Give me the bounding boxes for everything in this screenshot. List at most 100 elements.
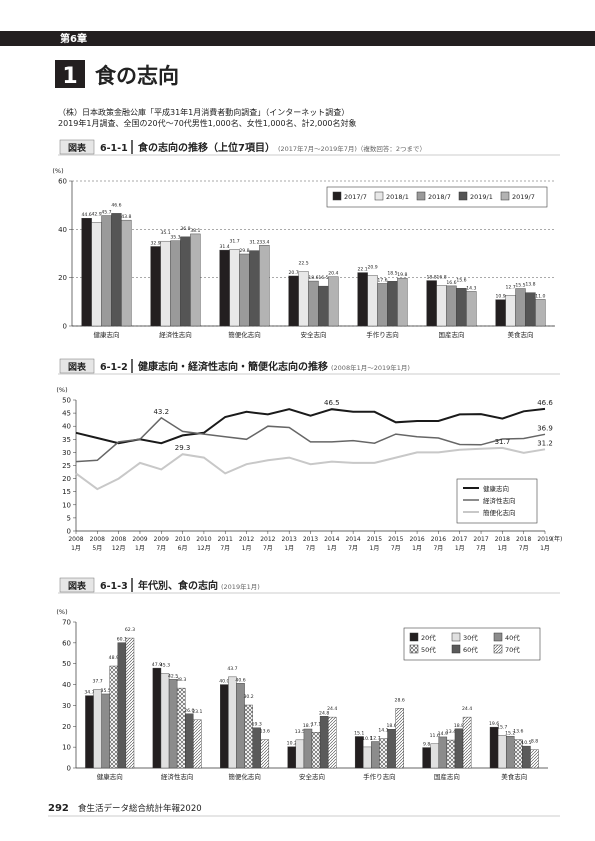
x-tick-year: 2018 <box>516 536 531 543</box>
value-label: 34.7 <box>84 690 94 696</box>
bar <box>357 272 368 327</box>
figure-subtitle: (2019年1月) <box>221 582 260 591</box>
value-label: 29.8 <box>239 248 249 254</box>
value-label: 26.0 <box>184 708 194 714</box>
y-tick-label: 0 <box>67 765 71 773</box>
section-title: 食の志向 <box>95 64 179 88</box>
legend-label: 70代 <box>505 645 520 654</box>
x-tick-label: 美食志向 <box>501 772 527 781</box>
bar <box>456 288 467 327</box>
figure-title: 食の志向の推移（上位7項目） <box>137 141 275 154</box>
legend-label: 50代 <box>421 645 436 654</box>
bar <box>308 280 319 327</box>
value-label: 19.3 <box>252 722 262 728</box>
value-label: 43.7 <box>227 666 237 672</box>
bar <box>379 738 388 769</box>
figure-label: 図表 <box>68 142 87 154</box>
bar <box>190 233 201 327</box>
x-tick-label: 手作り志向 <box>366 330 399 339</box>
bar <box>249 250 260 327</box>
bar <box>303 728 313 769</box>
bar <box>259 245 270 327</box>
value-label: 14.3 <box>466 285 476 291</box>
x-tick-year: 2016 <box>431 536 446 543</box>
value-label: 14.9 <box>438 731 448 737</box>
value-label: 36.9 <box>180 226 190 232</box>
bar <box>125 637 135 769</box>
legend-label: 30代 <box>463 633 478 642</box>
bar <box>387 281 398 327</box>
bar <box>193 719 202 769</box>
y-tick-label: 0 <box>67 528 71 536</box>
bar <box>101 215 112 327</box>
x-tick-label: 美食志向 <box>508 330 534 339</box>
source-line: （株）日本政策金融公庫「平成31年1月消費者動向調査」（インターネット調査） <box>58 107 349 117</box>
x-tick-month: 7月 <box>476 545 486 552</box>
figure-title: 年代別、食の志向 <box>138 579 218 592</box>
x-tick-month: 6月 <box>178 545 188 552</box>
bar <box>111 213 122 327</box>
bar <box>522 745 531 769</box>
bar <box>219 249 230 327</box>
value-label: 15.6 <box>456 277 466 283</box>
x-tick-month: 7月 <box>156 545 166 552</box>
value-label: 9.8 <box>423 742 430 748</box>
x-tick-month: 12月 <box>112 545 126 552</box>
value-label: 38.1 <box>190 228 200 234</box>
x-tick-month: 7月 <box>263 545 273 552</box>
y-tick-label: 50 <box>62 660 71 668</box>
bar <box>397 277 408 327</box>
bar <box>180 236 191 327</box>
bar <box>328 276 339 327</box>
y-tick-label: 30 <box>62 702 71 710</box>
value-label: 22.1 <box>358 267 368 273</box>
value-label: 31.4 <box>220 244 230 250</box>
figure-tag <box>59 358 95 374</box>
value-label: 24.8 <box>319 710 329 716</box>
value-label: 42.5 <box>168 673 178 679</box>
bar <box>446 739 456 769</box>
x-tick-month: 12月 <box>197 545 211 552</box>
y-tick-label: 10 <box>62 744 71 752</box>
x-tick-year: 2017 <box>473 536 488 543</box>
value-label: 38.3 <box>176 677 186 683</box>
value-label: 12.7 <box>505 284 515 290</box>
bar <box>288 275 299 327</box>
x-tick-year: 2013 <box>303 536 318 543</box>
value-label: 16.5 <box>318 275 328 281</box>
figure-tag <box>59 577 95 593</box>
value-label: 45.7 <box>101 210 111 216</box>
value-label: 43.2 <box>153 408 169 416</box>
x-unit-label: (年) <box>552 535 563 543</box>
value-label: 15.2 <box>505 730 515 736</box>
value-label: 10.5 <box>521 740 531 746</box>
bar <box>438 736 448 769</box>
bar <box>489 726 499 769</box>
x-tick-label: 手作り志向 <box>363 772 396 781</box>
y-tick-label: 25 <box>62 462 71 470</box>
y-tick-label: 40 <box>58 226 67 234</box>
x-tick-month: 1月 <box>284 545 294 552</box>
chapter: 第6章 <box>60 32 87 45</box>
x-tick-month: 7月 <box>348 545 358 552</box>
value-label: 31.7 <box>495 438 511 446</box>
bar <box>327 716 337 769</box>
x-tick-year: 2014 <box>324 536 339 543</box>
bar <box>535 299 546 327</box>
figure-tag <box>59 139 95 155</box>
x-tick-month: 7月 <box>306 545 316 552</box>
x-tick-year: 2013 <box>282 536 297 543</box>
value-label: 8.8 <box>531 739 538 745</box>
x-tick-month: 1月 <box>370 545 380 552</box>
bar <box>436 285 447 327</box>
y-tick-label: 30 <box>62 449 71 457</box>
bar <box>185 713 194 769</box>
value-label: 13.6 <box>513 729 523 735</box>
x-tick-year: 2015 <box>388 536 403 543</box>
legend-swatch <box>409 632 419 642</box>
x-tick-label: 健康志向 <box>97 772 123 781</box>
x-tick-year: 2010 <box>175 536 190 543</box>
value-label: 62.3 <box>125 627 135 633</box>
legend-swatch <box>409 644 419 654</box>
